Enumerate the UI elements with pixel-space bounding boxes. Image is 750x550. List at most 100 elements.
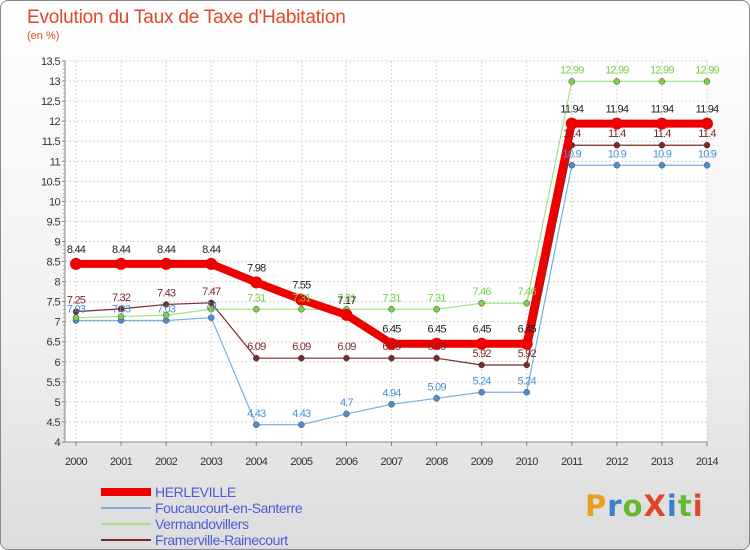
x-tick-label: 2007 [380, 456, 403, 468]
data-point [388, 401, 395, 408]
data-point [298, 306, 305, 313]
y-tick-label: 10 [49, 196, 61, 208]
data-label: 8.44 [157, 244, 176, 256]
data-label: 11.4 [608, 128, 626, 140]
data-label: 6.45 [518, 324, 537, 336]
data-label: 7.31 [247, 292, 266, 304]
brand-logo: ProXiti [585, 489, 704, 523]
x-tick-label: 2003 [200, 456, 223, 468]
data-point [478, 299, 485, 307]
data-point [385, 337, 398, 350]
legend-label-0: HERLEVILLE [155, 484, 236, 500]
data-point [520, 337, 533, 350]
data-point [523, 389, 530, 396]
data-point [703, 78, 711, 85]
data-label: 8.44 [112, 244, 131, 256]
y-tick-label: 10.5 [41, 176, 60, 188]
legend-swatch-3 [101, 539, 151, 541]
data-point [388, 354, 395, 362]
y-tick-label: 9 [54, 236, 60, 248]
data-point [565, 117, 578, 130]
legend-label-1: Foucaucourt-en-Santerre [155, 500, 303, 516]
legend-swatch-2 [101, 523, 151, 525]
data-label: 12.99 [695, 64, 719, 76]
x-tick-label: 2005 [290, 456, 313, 468]
data-point [343, 410, 350, 418]
data-point [343, 354, 350, 362]
data-label: 11.94 [696, 104, 719, 116]
data-label: 7.43 [157, 287, 176, 299]
data-point [433, 395, 440, 402]
data-label: 11.4 [653, 128, 671, 140]
data-point [433, 306, 440, 313]
x-tick-label: 2004 [245, 456, 268, 468]
legend-label-3: Framerville-Rainecourt [155, 532, 288, 548]
data-label: 12.99 [560, 64, 584, 76]
y-tick-label: 5.5 [47, 377, 61, 389]
data-label: 6.45 [427, 324, 446, 336]
x-tick-label: 2001 [110, 456, 133, 468]
x-tick-label: 2012 [606, 456, 629, 468]
data-point [478, 389, 485, 396]
data-label: 12.99 [650, 64, 674, 76]
data-label: 4.94 [382, 387, 401, 399]
y-tick-label: 13.5 [41, 56, 60, 68]
data-label: 7.31 [427, 292, 446, 304]
y-tick-label: 8.5 [47, 257, 61, 269]
data-label: 11.4 [698, 128, 716, 140]
data-point [250, 276, 263, 289]
data-point [253, 421, 260, 429]
data-point [388, 306, 395, 313]
data-label: 7.17 [337, 295, 356, 307]
data-label: 4.7 [340, 397, 354, 409]
data-point [613, 141, 621, 149]
data-label: 5.24 [473, 375, 492, 387]
data-label: 4.43 [247, 408, 266, 420]
legend-label-2: Vermandovillers [155, 516, 249, 532]
data-label: 7.25 [67, 295, 86, 307]
data-label: 6.09 [337, 341, 356, 353]
y-tick-label: 6.5 [47, 337, 61, 349]
data-point [253, 354, 260, 362]
y-tick-label: 11.5 [42, 136, 61, 148]
data-point [207, 306, 215, 313]
data-label: 7.03 [112, 303, 131, 315]
data-point [568, 78, 576, 85]
data-label: 7.03 [67, 303, 86, 315]
data-point [72, 314, 80, 321]
data-label: 7.55 [292, 280, 311, 292]
data-point [253, 306, 260, 313]
chart-subtitle: (en %) [27, 30, 60, 42]
data-point [655, 117, 668, 130]
data-point [703, 162, 711, 169]
data-point [298, 421, 305, 429]
data-label: 5.24 [518, 375, 537, 387]
x-tick-label: 2010 [516, 456, 539, 468]
data-point [117, 305, 125, 313]
data-point [478, 361, 485, 369]
data-label: 5.09 [427, 381, 446, 393]
data-label: 7.46 [518, 286, 537, 298]
data-label: 10.9 [698, 148, 717, 160]
data-point [523, 299, 530, 307]
y-tick-label: 9.5 [47, 216, 61, 228]
data-label: 8.44 [67, 244, 86, 256]
y-tick-label: 12.5 [41, 96, 60, 108]
data-point [205, 257, 218, 270]
brand-letter: X [643, 489, 667, 523]
data-label: 7.31 [337, 292, 356, 304]
data-label: 7.31 [292, 292, 311, 304]
data-label: 7.03 [157, 303, 176, 315]
y-tick-label: 6 [54, 357, 60, 369]
data-point [162, 301, 170, 308]
data-label: 11.94 [605, 104, 628, 116]
series-layer [70, 78, 713, 429]
brand-letter: t [677, 489, 693, 523]
data-label: 5.92 [473, 348, 492, 360]
x-tick-label: 2006 [335, 456, 358, 468]
x-tick-label: 2013 [651, 456, 674, 468]
data-point [568, 162, 576, 169]
y-tick-label: 13 [49, 76, 61, 88]
data-label: 11.4 [563, 128, 581, 140]
